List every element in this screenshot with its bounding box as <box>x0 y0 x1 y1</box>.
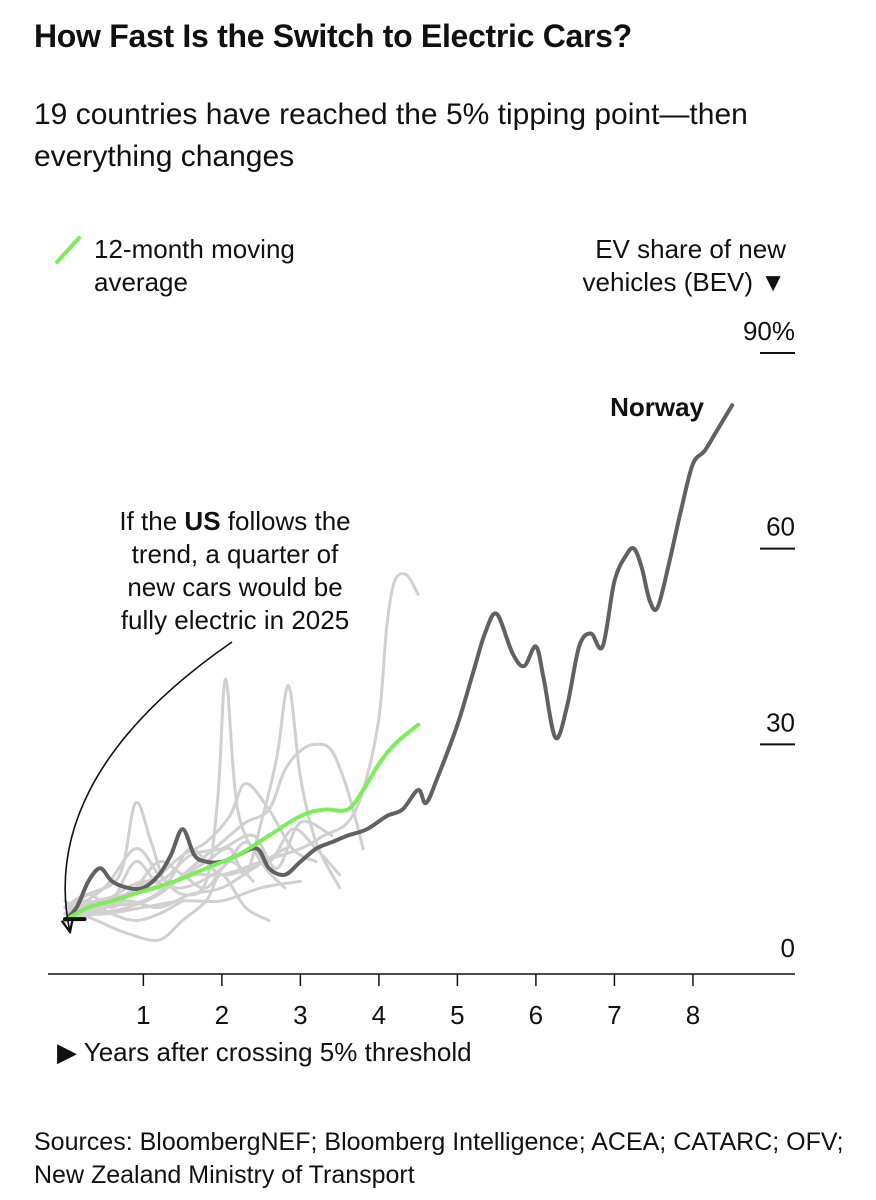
chart-title: How Fast Is the Switch to Electric Cars? <box>34 18 632 54</box>
chart-subtitle: 19 countries have reached the 5% tipping… <box>34 98 748 173</box>
us-annotation: If the US follows the trend, a quarter o… <box>65 506 351 932</box>
x-tick-label-2: 2 <box>215 1000 229 1030</box>
series-line-country-13 <box>63 899 185 922</box>
y-axis-title-line-2: vehicles (BEV) ▼ <box>583 267 786 297</box>
x-tick-label-5: 5 <box>450 1000 464 1030</box>
legend-swatch-moving-average <box>55 236 81 264</box>
us-note-line-4: fully electric in 2025 <box>121 605 349 635</box>
us-note-before: If the <box>119 506 184 536</box>
y-tick-label-90: 90% <box>743 316 795 346</box>
x-tick-label-8: 8 <box>686 1000 700 1030</box>
x-tick-label-4: 4 <box>372 1000 386 1030</box>
series-line-country-7 <box>63 782 318 916</box>
series-line-moving-average <box>62 722 421 923</box>
us-note-line-3: new cars would be <box>127 572 342 602</box>
y-tick-label-30: 30 <box>766 707 795 737</box>
sources-note: Sources: BloombergNEF; Bloomberg Intelli… <box>34 1128 844 1189</box>
legend-label-line-2: average <box>94 267 188 297</box>
us-note-line-1: If the US follows the <box>119 506 350 536</box>
series-line-country-5 <box>63 742 365 922</box>
x-axis: 1 2 3 4 5 6 7 8 <box>136 974 700 1030</box>
x-tick-label-7: 7 <box>607 1000 621 1030</box>
x-tick-label-3: 3 <box>293 1000 307 1030</box>
us-annotation-arrow <box>65 641 233 932</box>
series-line-country-12 <box>63 859 255 909</box>
us-note-bold: US <box>184 506 220 536</box>
x-tick-label-6: 6 <box>529 1000 543 1030</box>
series-other-countries <box>63 572 420 942</box>
line-chart: 12-month moving average EV share of new … <box>48 234 795 1067</box>
us-note-line-2: trend, a quarter of <box>132 539 339 569</box>
legend: 12-month moving average <box>55 234 295 297</box>
y-tick-label-0: 0 <box>781 933 795 963</box>
y-tick-label-60: 60 <box>766 512 795 542</box>
y-axis-title-line-1: EV share of new <box>595 234 786 264</box>
series-line-country-10 <box>63 820 334 916</box>
x-tick-label-1: 1 <box>136 1000 150 1030</box>
series-line-norway <box>62 403 735 923</box>
legend-label-line-1: 12-month moving <box>94 234 295 264</box>
series-line-country-6 <box>63 827 342 916</box>
us-note-after: follows the <box>221 506 351 536</box>
norway-label: Norway <box>610 392 704 422</box>
series-line-country-2 <box>63 677 287 916</box>
y-axis: 0 30 60 90% <box>743 316 795 963</box>
x-axis-title: ▶ Years after crossing 5% threshold <box>57 1037 472 1067</box>
